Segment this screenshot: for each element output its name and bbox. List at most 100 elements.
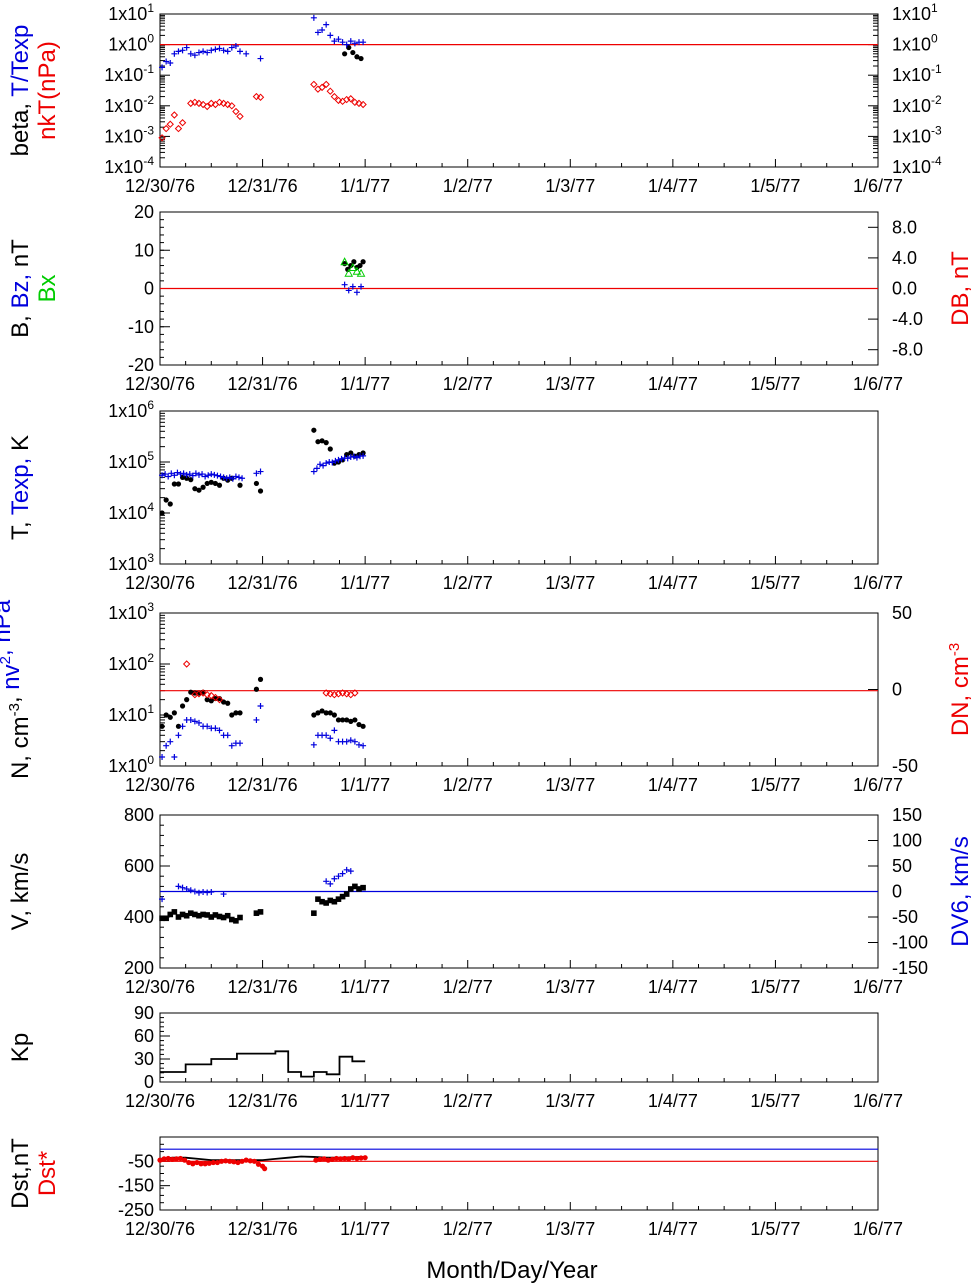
- data-point: [173, 1156, 180, 1162]
- data-point: [343, 41, 350, 48]
- y-tick-label: 1x100: [108, 32, 154, 55]
- data-point: [239, 1158, 245, 1164]
- data-point: [182, 660, 191, 668]
- data-point: [179, 911, 186, 918]
- x-tick-label: 12/31/76: [228, 573, 298, 593]
- data-point: [322, 80, 330, 89]
- data-point: [355, 741, 362, 748]
- data-point: [208, 47, 215, 54]
- data-point: [179, 703, 186, 709]
- data-point: [199, 689, 207, 697]
- x-tick-label: 1/6/77: [853, 374, 903, 394]
- data-point: [175, 723, 182, 729]
- data-point: [358, 283, 365, 290]
- y-tick-label: 0: [144, 1072, 154, 1092]
- y-tick-label: 1x104: [108, 500, 154, 523]
- data-point: [184, 475, 190, 481]
- panel-frame: [159, 612, 879, 767]
- data-point: [200, 484, 206, 490]
- x-tick-label: 1/6/77: [853, 775, 903, 795]
- data-point: [347, 737, 354, 744]
- data-point: [191, 888, 198, 895]
- data-point: [343, 738, 350, 745]
- data-point: [343, 866, 350, 873]
- data-point: [327, 897, 334, 904]
- series-n-0: [159, 676, 366, 729]
- data-point: [338, 455, 345, 462]
- data-point: [355, 99, 363, 108]
- y-tick-label: 1x10-2: [104, 93, 154, 116]
- x-axis-label: Month/Day/Year: [426, 1257, 597, 1284]
- x-tick-label: 1/2/77: [443, 977, 493, 997]
- data-point: [216, 482, 223, 488]
- data-point: [200, 48, 207, 55]
- data-point: [220, 914, 227, 921]
- data-point: [351, 40, 358, 47]
- data-point: [163, 915, 169, 922]
- y-axis-label: Kp: [7, 1033, 34, 1062]
- data-point: [339, 39, 346, 46]
- data-point: [323, 878, 330, 885]
- data-point: [262, 1166, 268, 1172]
- y-tick-label: 200: [124, 958, 154, 978]
- x-tick-label: 1/4/77: [648, 775, 698, 795]
- y-tick-label: 800: [124, 805, 154, 825]
- data-point: [354, 54, 360, 60]
- panel-v: 12/30/76 12/31/76 1/1/77 1/2/77 1/3/77 1/4/77…: [7, 805, 974, 997]
- x-tick-label: 1/4/77: [648, 1219, 698, 1239]
- data-point: [313, 1157, 319, 1163]
- data-point: [189, 472, 196, 479]
- data-point: [167, 60, 174, 67]
- y-right-tick-label: -50: [892, 756, 918, 776]
- x-tick-label: 1/1/77: [340, 573, 390, 593]
- y-right-tick-label: 1x101: [892, 1, 938, 24]
- x-tick-label: 1/3/77: [545, 775, 595, 795]
- data-point: [212, 725, 219, 732]
- data-point: [360, 742, 367, 749]
- x-tick-label: 1/1/77: [340, 1091, 390, 1111]
- data-point: [200, 911, 206, 918]
- data-point: [219, 99, 228, 108]
- data-point: [233, 918, 239, 924]
- y-tick-label: 400: [124, 907, 154, 927]
- data-point: [229, 475, 236, 482]
- data-point: [180, 470, 187, 477]
- y-tick-label: 90: [134, 1003, 154, 1023]
- data-point: [159, 723, 165, 729]
- y-tick-label: 1x101: [108, 702, 154, 725]
- y-right-tick-label: 0: [892, 680, 902, 700]
- data-point: [163, 58, 170, 65]
- data-point: [167, 501, 173, 507]
- data-point: [191, 98, 199, 107]
- data-point: [171, 754, 178, 761]
- data-point: [315, 896, 321, 902]
- y-tick-label: 1x101: [108, 1, 154, 24]
- data-point: [169, 1156, 175, 1162]
- right-axis-label: DV6, km/s: [947, 836, 974, 947]
- data-point: [342, 1155, 348, 1162]
- x-tick-label: 1/4/77: [648, 176, 698, 196]
- data-point: [257, 909, 264, 915]
- data-point: [161, 1156, 167, 1162]
- x-tick-label: 1/6/77: [853, 573, 903, 593]
- data-point: [311, 910, 317, 916]
- y-right-tick-label: 4.0: [892, 248, 917, 268]
- data-point: [337, 1156, 344, 1162]
- data-point: [314, 29, 321, 36]
- data-point: [191, 690, 199, 699]
- data-point: [204, 49, 211, 56]
- data-point: [183, 912, 190, 919]
- data-point: [159, 915, 165, 922]
- series-kp-0: [160, 1050, 366, 1078]
- data-point: [204, 912, 210, 918]
- data-point: [339, 870, 346, 877]
- data-point: [235, 1159, 241, 1166]
- data-point: [354, 1155, 360, 1162]
- data-point: [339, 893, 346, 900]
- series-n-1: [159, 703, 367, 761]
- data-point: [334, 96, 343, 105]
- data-point: [190, 1161, 196, 1167]
- x-tick-label: 1/6/77: [853, 977, 903, 997]
- data-point: [208, 479, 214, 485]
- data-point: [204, 723, 211, 730]
